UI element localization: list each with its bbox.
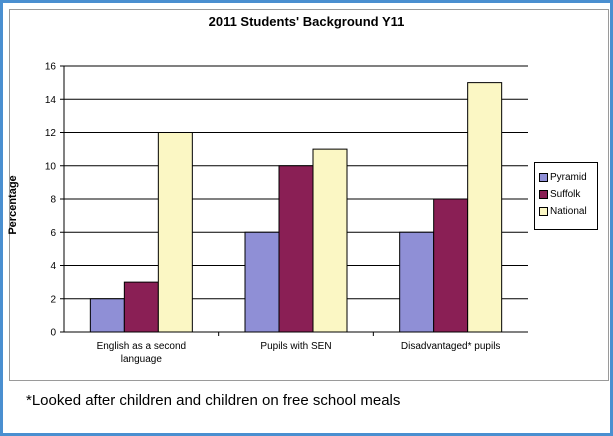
bar-national [467,82,503,333]
x-tick-label: Disadvantaged* pupils [401,341,501,352]
y-tick-label: 8 [50,195,56,206]
legend-label: Suffolk [550,189,581,200]
y-tick-label: 16 [45,62,57,73]
bar-national [312,148,348,333]
bar-pyramid [244,231,280,333]
bar-pyramid [399,231,435,333]
y-tick-label: 0 [50,328,56,339]
footnote: *Looked after children and children on f… [26,392,401,409]
x-tick-label: English as a second language [97,341,187,365]
bar-suffolk [433,198,469,333]
y-tick-label: 10 [45,161,57,172]
legend-swatch [539,190,548,199]
y-tick-label: 12 [45,128,57,139]
x-tick-label: Pupils with SEN [260,341,331,352]
y-tick-label: 4 [50,261,56,272]
legend-swatch [539,173,548,182]
y-tick-label: 6 [50,228,56,239]
legend-label: National [550,206,587,217]
bar-suffolk [278,165,314,333]
legend: Pyramid Suffolk National [534,162,598,230]
chart-title: 2011 Students' Background Y11 [208,14,405,29]
legend-item-national: National [539,203,597,220]
y-tick-label: 14 [45,95,57,106]
bar-suffolk [123,281,159,333]
bar-national [157,132,193,333]
y-tick-label: 2 [50,294,56,305]
legend-swatch [539,207,548,216]
legend-item-suffolk: Suffolk [539,186,597,203]
legend-item-pyramid: Pyramid [539,169,597,186]
bar-pyramid [89,298,125,333]
legend-label: Pyramid [550,172,587,183]
